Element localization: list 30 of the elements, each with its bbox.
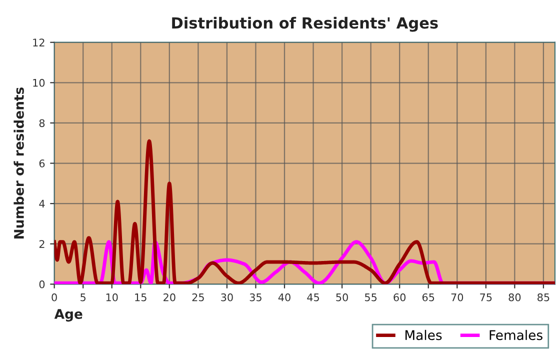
x-axis-title: Age xyxy=(54,309,82,322)
x-tick-label: 45 xyxy=(307,294,319,302)
x-tick-label: 40 xyxy=(278,293,290,302)
x-tick-label: 35 xyxy=(250,293,262,302)
x-tick-label: 75 xyxy=(480,294,492,302)
y-tick-label: 8 xyxy=(39,119,45,128)
x-tick-label: 0 xyxy=(52,293,57,302)
y-tick-label: 6 xyxy=(39,159,45,168)
x-tick-label: 70 xyxy=(451,293,464,302)
x-tick-label: 65 xyxy=(422,293,434,302)
x-tick-label: 25 xyxy=(192,293,204,302)
x-tick-label: 60 xyxy=(394,293,406,302)
x-tick-label: 55 xyxy=(364,294,377,302)
legend-label: Males xyxy=(405,330,442,340)
x-tick-label: 5 xyxy=(80,294,86,302)
y-axis-title: Number of residents xyxy=(14,87,24,238)
y-tick-label: 4 xyxy=(39,200,45,208)
x-tick-label: 10 xyxy=(106,293,118,302)
x-tick-label: 15 xyxy=(135,294,146,302)
chart-title: Distribution of Residents' Ages xyxy=(172,16,438,32)
x-tick-label: 80 xyxy=(508,293,521,302)
x-tick-label: 50 xyxy=(336,293,348,302)
x-tick-label: 30 xyxy=(221,293,233,302)
x-tick-label: 20 xyxy=(164,293,176,302)
y-tick-label: 0 xyxy=(39,280,45,288)
x-tick-label: 85 xyxy=(538,293,550,302)
y-tick-label: 2 xyxy=(39,240,44,248)
y-tick-label: 12 xyxy=(33,38,44,46)
legend-label: Females xyxy=(490,330,542,340)
y-tick-label: 10 xyxy=(33,78,45,87)
